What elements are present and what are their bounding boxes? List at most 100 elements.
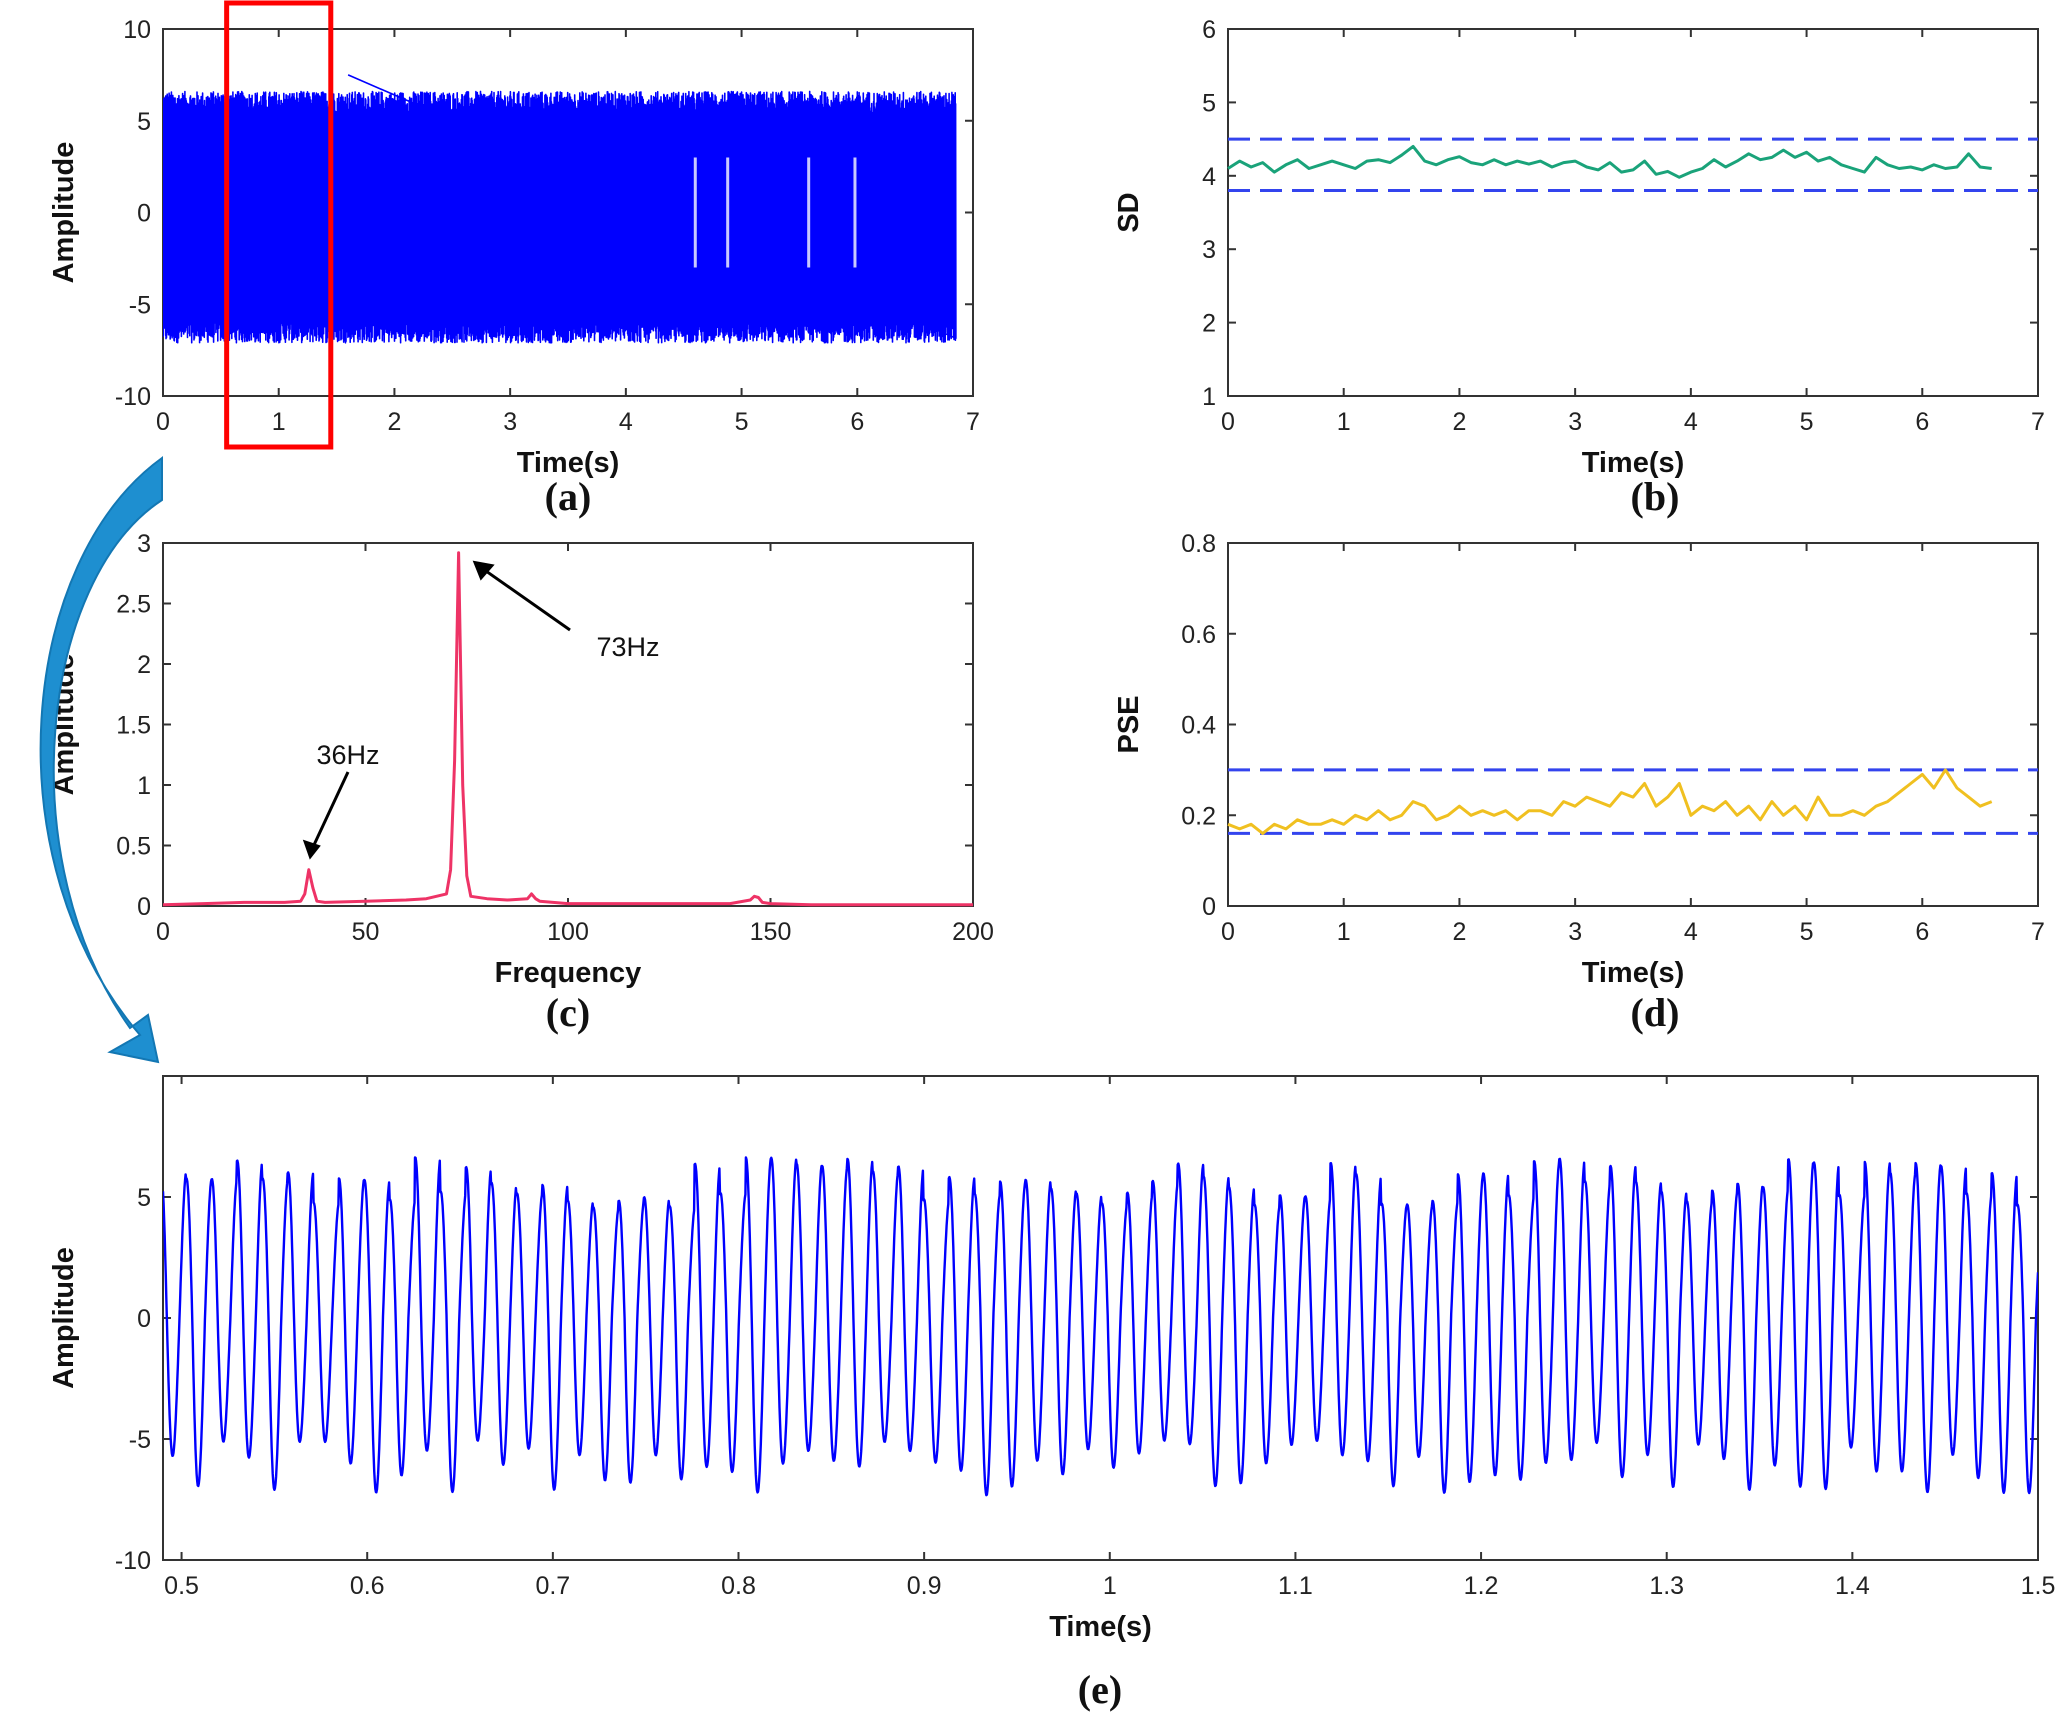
x-tick-label: 100: [547, 918, 589, 946]
y-tick-label: 0.5: [116, 833, 151, 861]
y-tick-label: 2: [137, 651, 151, 679]
x-tick-label: 200: [952, 918, 994, 946]
y-tick-label: -5: [129, 291, 151, 319]
annotation-arrow-head: [302, 839, 321, 860]
x-tick-label: 150: [750, 918, 792, 946]
x-tick-label: 2: [387, 408, 401, 436]
panel-label: (d): [1631, 990, 1680, 1035]
x-tick-label: 1.5: [2021, 1572, 2056, 1600]
plot-area-frame: [162, 542, 974, 907]
x-tick-label: 1.1: [1278, 1572, 1313, 1600]
plot-area-frame: [1227, 542, 2039, 907]
annotation-arrow-shaft: [481, 567, 571, 632]
y-tick-label: 3: [137, 530, 151, 558]
plot-area-frame: [162, 1075, 2039, 1561]
y-tick-label: 0: [137, 893, 151, 921]
panel-label: (e): [1078, 1667, 1122, 1712]
annotation-arrow-shaft: [310, 771, 350, 851]
plot-area-frame: [1227, 28, 2039, 397]
y-tick-label: 3: [1202, 236, 1216, 264]
x-axis-label: Frequency: [495, 957, 642, 989]
y-tick-label: 1: [1202, 383, 1216, 411]
panel-label: (a): [545, 474, 592, 519]
series-line: [1227, 768, 1993, 835]
y-tick-label: 10: [123, 16, 151, 44]
x-tick-label: 1.3: [1649, 1572, 1684, 1600]
x-axis-label: Time(s): [1049, 1611, 1152, 1643]
panel-d-pse-plot: 0 1 2 3 4 5 6 7 0 0.2 0.4 0.6 0.8 Time(s) PSE (d): [1113, 530, 2045, 1035]
x-tick-label: 5: [1800, 408, 1814, 436]
y-tick-label: 6: [1202, 16, 1216, 44]
y-tick-label: 2.5: [116, 591, 151, 619]
series-line: [1227, 144, 1992, 179]
signal-trace: [163, 1156, 2038, 1497]
y-tick-label: 0.6: [1181, 621, 1216, 649]
x-tick-label: 7: [966, 408, 980, 436]
y-axis-label: Amplitude: [48, 1247, 80, 1389]
highlight-box: [224, 0, 334, 450]
x-tick-label: 0: [1221, 918, 1235, 946]
panel-e-zoomed-signal: 0.5 0.6 0.7 0.8 0.9 1 1.1 1.2 1.3 1.4 1.5 -10 -5 0 5 Ti…: [48, 1075, 2056, 1712]
panel-label: (c): [546, 990, 590, 1035]
y-tick-label: 1.5: [116, 712, 151, 740]
x-tick-label: 3: [1568, 408, 1582, 436]
x-tick-label: 5: [1800, 918, 1814, 946]
y-tick-label: 0.8: [1181, 530, 1216, 558]
y-tick-label: 0: [137, 200, 151, 228]
x-tick-label: 1: [1103, 1572, 1117, 1600]
x-tick-label: 0.8: [721, 1572, 756, 1600]
x-tick-label: 0.9: [907, 1572, 942, 1600]
x-tick-label: 1.2: [1464, 1572, 1499, 1600]
x-tick-label: 1: [272, 408, 286, 436]
y-tick-label: 4: [1202, 163, 1216, 191]
x-tick-label: 7: [2031, 918, 2045, 946]
y-tick-label: 1: [137, 772, 151, 800]
y-tick-label: 0: [1202, 893, 1216, 921]
y-tick-label: 0: [137, 1305, 151, 1333]
curved-arrow-shape: [39, 456, 163, 1064]
peak-annotation-36hz: 36Hz: [316, 740, 379, 770]
y-tick-label: -10: [115, 1547, 151, 1575]
x-tick-label: 7: [2031, 408, 2045, 436]
x-tick-label: 50: [352, 918, 380, 946]
y-tick-label: 5: [137, 108, 151, 136]
x-axis-label: Time(s): [517, 447, 620, 479]
y-tick-label: 5: [1202, 89, 1216, 117]
x-tick-label: 4: [1684, 918, 1698, 946]
x-tick-label: 4: [1684, 408, 1698, 436]
y-tick-label: -5: [129, 1426, 151, 1454]
signal-trace: [163, 74, 957, 344]
panel-c-spectrum: 0 50 100 150 20000.511.522.53FrequencyAmplit…: [48, 530, 994, 1035]
x-axis-label: Time(s): [1582, 447, 1685, 479]
x-tick-label: 6: [850, 408, 864, 436]
annotation-arrow-head: [472, 560, 495, 581]
x-tick-label: 1: [1337, 918, 1351, 946]
zoom-connector-arrow: [39, 456, 163, 1064]
x-tick-label: 3: [503, 408, 517, 436]
y-tick-label: 0.4: [1181, 712, 1216, 740]
x-tick-label: 6: [1915, 918, 1929, 946]
y-axis-label: SD: [1113, 192, 1145, 232]
y-axis-label: PSE: [1113, 695, 1145, 753]
y-tick-label: 2: [1202, 310, 1216, 338]
x-tick-label: 5: [735, 408, 749, 436]
y-tick-label: 5: [137, 1184, 151, 1212]
peak-annotation-73hz: 73Hz: [596, 632, 659, 662]
spectrum-line: [162, 551, 973, 907]
x-tick-label: 4: [619, 408, 633, 436]
x-tick-label: 0.5: [164, 1572, 199, 1600]
x-tick-label: 0: [1221, 408, 1235, 436]
x-tick-label: 1.4: [1835, 1572, 1870, 1600]
x-tick-label: 0: [156, 918, 170, 946]
x-tick-label: 0.7: [535, 1572, 570, 1600]
x-tick-label: 2: [1452, 918, 1466, 946]
x-tick-label: 2: [1452, 408, 1466, 436]
x-tick-label: 0.6: [350, 1572, 385, 1600]
y-tick-label: 0.2: [1181, 802, 1216, 830]
x-tick-label: 0: [156, 408, 170, 436]
x-tick-label: 3: [1568, 918, 1582, 946]
x-tick-label: 1: [1337, 408, 1351, 436]
y-tick-label: -10: [115, 383, 151, 411]
